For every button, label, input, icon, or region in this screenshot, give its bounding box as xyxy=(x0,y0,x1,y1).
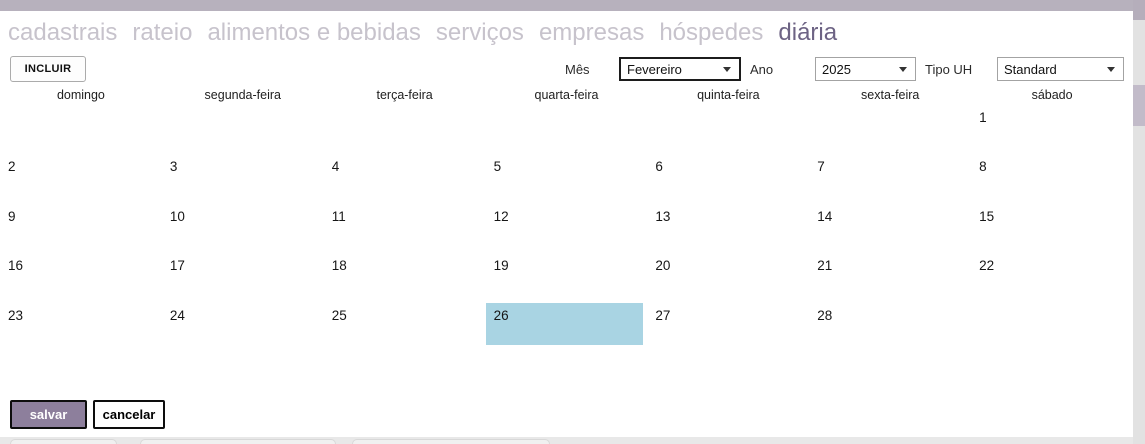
weekday-header: terça-feira xyxy=(376,88,433,102)
calendar-day-cell[interactable]: 24 xyxy=(169,307,185,323)
calendar-day-cell[interactable]: 18 xyxy=(331,258,347,274)
year-label: Ano xyxy=(750,62,774,77)
weekday-header: domingo xyxy=(56,88,105,102)
chevron-down-icon xyxy=(899,66,907,72)
weekday-header: segunda-feira xyxy=(204,88,281,102)
calendar-empty-cell xyxy=(324,105,486,154)
background-tabs-strip xyxy=(0,437,1145,444)
weekday-header: quarta-feira xyxy=(534,88,599,102)
month-select-value: Fevereiro xyxy=(627,61,682,77)
calendar-day-cell[interactable]: 19 xyxy=(493,258,509,274)
cancel-button[interactable]: cancelar xyxy=(93,400,165,429)
room-type-label: Tipo UH xyxy=(925,62,973,77)
save-button[interactable]: salvar xyxy=(10,400,87,429)
background-tab-edge xyxy=(352,439,550,444)
calendar-day-cell[interactable]: 12 xyxy=(493,208,509,224)
calendar-empty-cell xyxy=(0,105,162,154)
calendar-empty-cell xyxy=(971,303,1133,352)
tab-hóspedes[interactable]: hóspedes xyxy=(659,19,764,47)
calendar-day-cell[interactable]: 16 xyxy=(8,258,24,274)
tab-serviços[interactable]: serviços xyxy=(435,19,524,47)
calendar-empty-cell xyxy=(486,105,648,154)
calendar-day-cell[interactable]: 11 xyxy=(331,208,346,224)
calendar-day-cell[interactable]: 9 xyxy=(8,208,16,224)
calendar-empty-cell xyxy=(809,105,971,154)
background-tab-edge xyxy=(10,439,117,444)
tab-alimentos-e-bebidas[interactable]: alimentos e bebidas xyxy=(207,19,421,47)
calendar-day-cell[interactable]: 27 xyxy=(655,307,671,323)
room-type-select-value: Standard xyxy=(1004,61,1057,77)
scrollbar-thumb[interactable] xyxy=(1133,85,1145,126)
calendar-day-cell[interactable]: 23 xyxy=(8,307,24,323)
tab-bar: cadastrais rateio alimentos e bebidas servi… xyxy=(8,12,1129,48)
calendar-day-cell[interactable]: 6 xyxy=(655,159,663,175)
chevron-down-icon xyxy=(1107,66,1115,72)
calendar-grid: 1 2 3 4 5 6 7 8 9 10 11 12 13 14 15 16 17 18 19 20 21 22 23 24 2… xyxy=(0,105,1133,352)
tab-diária[interactable]: diária xyxy=(778,19,838,47)
month-label: Mês xyxy=(565,62,590,77)
weekday-header-row: domingo segunda-feira terça-feira quarta-fe… xyxy=(0,88,1133,102)
calendar-day-cell[interactable]: 5 xyxy=(493,159,502,175)
calendar-day-cell[interactable]: 15 xyxy=(979,208,995,224)
weekday-header: quinta-feira xyxy=(697,88,760,102)
calendar-day-cell[interactable]: 25 xyxy=(331,307,347,323)
calendar-day-cell[interactable]: 14 xyxy=(817,208,833,224)
calendar-day-cell[interactable]: 20 xyxy=(655,258,671,274)
incluir-button[interactable]: INCLUIR xyxy=(10,56,86,82)
chevron-down-icon xyxy=(723,66,731,72)
tab-empresas[interactable]: empresas xyxy=(538,19,645,47)
year-select-value: 2025 xyxy=(822,61,851,77)
calendar-day-cell[interactable]: 10 xyxy=(169,208,185,224)
scrollbar-top-segment xyxy=(1133,0,1145,20)
calendar-day-cell[interactable]: 21 xyxy=(817,258,833,274)
window-top-bar xyxy=(0,0,1145,11)
calendar-empty-cell xyxy=(162,105,324,154)
month-select[interactable]: Fevereiro xyxy=(619,57,741,81)
year-select[interactable]: 2025 xyxy=(815,57,916,81)
calendar-day-cell[interactable]: 17 xyxy=(169,258,185,274)
calendar-day-cell[interactable]: 22 xyxy=(979,258,995,274)
calendar-day-cell[interactable]: 28 xyxy=(817,307,833,323)
calendar-day-cell[interactable]: 1 xyxy=(979,110,987,125)
weekday-header: sábado xyxy=(1031,88,1073,102)
calendar-empty-cell xyxy=(647,105,809,154)
room-type-select[interactable]: Standard xyxy=(997,57,1124,81)
calendar-day-cell[interactable]: 4 xyxy=(331,159,340,175)
tab-rateio[interactable]: rateio xyxy=(132,19,193,47)
weekday-header: sexta-feira xyxy=(861,88,920,102)
calendar-day-cell[interactable]: 2 xyxy=(8,159,16,175)
calendar-day-cell[interactable]: 3 xyxy=(169,159,178,175)
background-tab-edge xyxy=(140,439,336,444)
calendar-day-cell[interactable]: 7 xyxy=(817,159,825,175)
calendar-day-cell[interactable]: 26 xyxy=(485,302,648,352)
calendar-day-cell[interactable]: 13 xyxy=(655,208,671,224)
tab-cadastrais[interactable]: cadastrais xyxy=(8,19,118,47)
calendar-day-cell[interactable]: 8 xyxy=(979,159,987,175)
vertical-scrollbar[interactable] xyxy=(1133,0,1145,444)
